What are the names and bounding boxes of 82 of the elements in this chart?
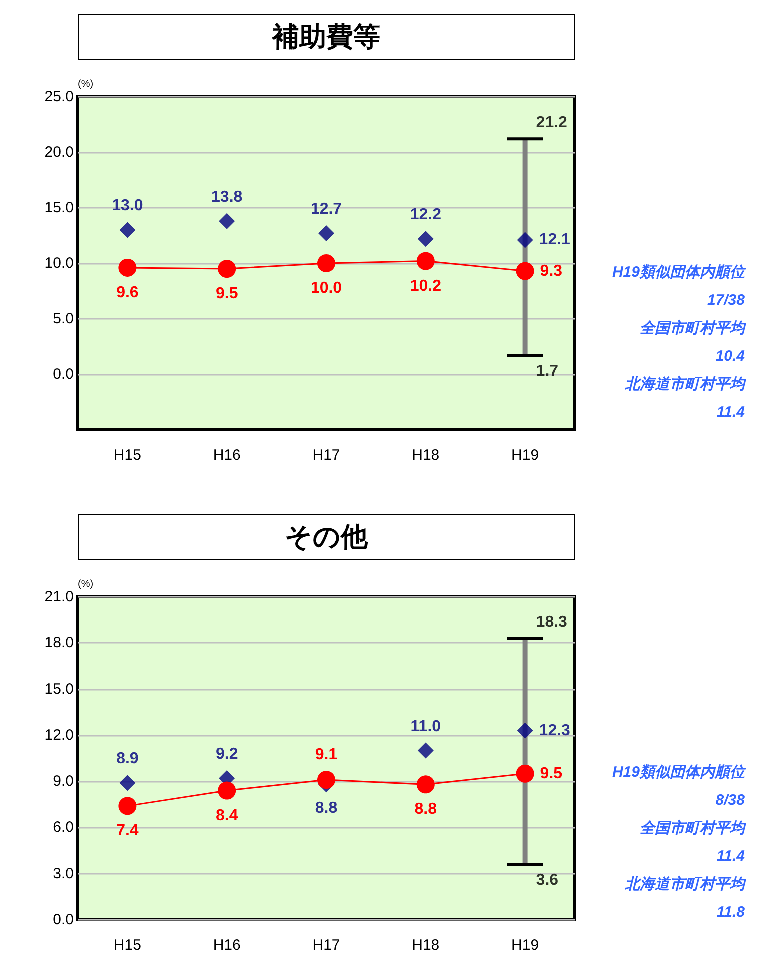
y-tick-label: 15.0 [44, 200, 74, 216]
data-label: 13.8 [212, 188, 243, 206]
point [318, 226, 334, 242]
y-tick-label: 21.0 [44, 588, 74, 606]
data-label: 8.9 [116, 750, 139, 768]
text: H19類似団体内順位 [612, 764, 747, 781]
point [516, 764, 534, 783]
y-tick-label: 18.0 [44, 634, 74, 652]
x-tick-label: H15 [114, 937, 142, 954]
data-label: 8.4 [216, 807, 238, 824]
point [517, 232, 534, 248]
point [118, 258, 137, 277]
y-tick-label: 20.0 [44, 144, 74, 161]
annotation: 1.7 [536, 363, 559, 380]
point [418, 231, 434, 248]
point [218, 782, 236, 800]
text: 全国市町村平均 [640, 819, 747, 837]
data-label: 7.4 [116, 822, 139, 840]
x-tick-label: H16 [213, 937, 241, 954]
data-label: 9.3 [540, 262, 563, 280]
y-tick-label: 15.0 [44, 680, 74, 698]
y-axis-title: (%) [78, 579, 94, 590]
x-tick-label: H16 [213, 447, 241, 464]
annotation: 3.6 [536, 872, 559, 890]
data-label: 10.2 [410, 278, 442, 295]
text: 10.4 [716, 348, 746, 365]
data-label: 12.3 [539, 722, 571, 740]
point [517, 722, 534, 739]
text: 11.4 [716, 848, 746, 865]
text: H19類似団体内順位 [612, 264, 747, 281]
point [416, 776, 435, 794]
x-tick-label: H15 [114, 447, 142, 464]
y-tick-label: 0.0 [53, 912, 74, 928]
x-tick-label: H18 [412, 937, 440, 954]
y-tick-label: 6.0 [53, 819, 74, 836]
annotation: 18.3 [536, 614, 568, 632]
data-label: 9.5 [216, 286, 238, 303]
data-label: 9.2 [216, 746, 238, 763]
point [318, 254, 336, 272]
text: 8/38 [716, 792, 746, 809]
data-label: 9.1 [315, 746, 338, 764]
y-tick-label: 9.0 [53, 773, 74, 790]
point [120, 775, 136, 792]
x-tick-label: H17 [312, 937, 340, 954]
text: 全国市町村平均 [640, 319, 747, 337]
text: 17/38 [707, 292, 746, 309]
y-tick-label: 12.0 [44, 726, 74, 744]
y-tick-label: 10.0 [44, 255, 74, 272]
data-label: 12.7 [310, 201, 342, 218]
x-tick-label: H19 [512, 937, 540, 954]
text: 11.4 [716, 404, 746, 421]
y-tick-label: 5.0 [53, 310, 74, 328]
point [120, 222, 136, 238]
data-label: 11.0 [410, 718, 442, 736]
y-tick-label: 3.0 [53, 865, 74, 882]
point [418, 742, 434, 759]
chart-title: その他 [78, 514, 575, 560]
text: 北海道市町村平均 [624, 875, 747, 893]
data-label: 9.6 [116, 284, 139, 302]
text: 北海道市町村平均 [624, 375, 747, 393]
text: 11.8 [716, 904, 746, 921]
point [218, 260, 236, 278]
data-label: 10.0 [310, 280, 342, 297]
data-label: 12.2 [410, 206, 442, 224]
data-label: 8.8 [315, 800, 338, 818]
point [416, 252, 435, 270]
annotation: 21.2 [536, 114, 568, 132]
data-label: 13.0 [112, 198, 144, 215]
data-label: 12.1 [539, 232, 571, 249]
data-label: 8.8 [414, 801, 438, 818]
y-tick-label: 25.0 [44, 88, 74, 106]
x-tick-label: H17 [312, 447, 340, 464]
x-tick-label: H19 [512, 447, 540, 464]
y-axis-title: (%) [78, 79, 94, 90]
chart-title: 補助費等 [78, 14, 575, 60]
data-label: 9.5 [540, 765, 563, 782]
point [118, 797, 137, 816]
x-tick-label: H18 [412, 447, 440, 464]
point [219, 213, 236, 230]
y-tick-label: 0.0 [53, 366, 74, 383]
point [516, 262, 534, 280]
point [318, 771, 336, 790]
